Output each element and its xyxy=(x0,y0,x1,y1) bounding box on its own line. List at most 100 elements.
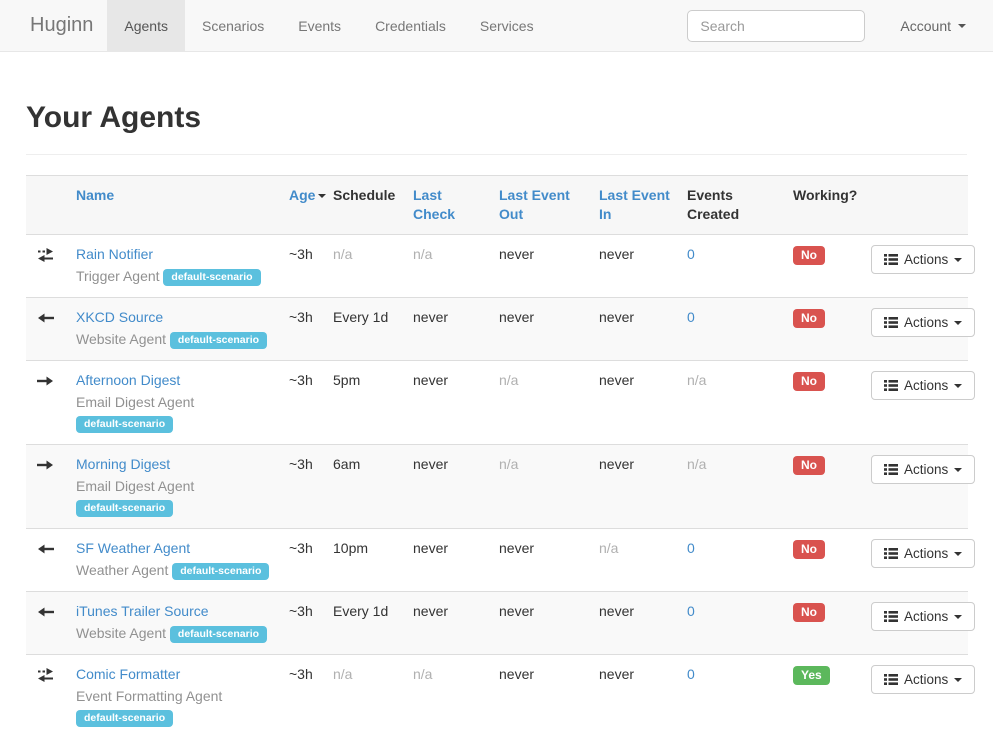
scenario-badge[interactable]: default-scenario xyxy=(163,269,260,286)
schedule-cell: 6am xyxy=(333,445,413,529)
actions-button-label: Actions xyxy=(904,546,948,561)
working-badge: No xyxy=(793,372,825,391)
scenario-badge[interactable]: default-scenario xyxy=(172,563,269,580)
working-badge: No xyxy=(793,456,825,475)
agent-table-row: Comic Formatter Event Formatting Agent d… xyxy=(26,655,968,738)
scenario-badge[interactable]: default-scenario xyxy=(170,626,267,643)
actions-button[interactable]: Actions xyxy=(871,539,975,568)
age-cell: ~3h xyxy=(289,235,333,298)
last-check-cell: n/a xyxy=(413,235,499,298)
age-cell: ~3h xyxy=(289,529,333,592)
actions-button[interactable]: Actions xyxy=(871,455,975,484)
account-label: Account xyxy=(900,18,951,34)
working-badge: Yes xyxy=(793,666,830,685)
column-header-events-created: Events Created xyxy=(687,176,793,235)
actions-cell: Actions xyxy=(871,529,968,592)
list-icon xyxy=(884,547,898,560)
sort-name-link[interactable]: Name xyxy=(76,187,114,203)
sort-last-event-in-link[interactable]: Last Event In xyxy=(599,187,670,222)
schedule-cell: n/a xyxy=(333,235,413,298)
column-header-name: Name xyxy=(76,176,289,235)
list-icon xyxy=(884,379,898,392)
caret-down-icon xyxy=(954,384,962,388)
actions-button-label: Actions xyxy=(904,252,948,267)
working-badge: No xyxy=(793,540,825,559)
nav-item-credentials[interactable]: Credentials xyxy=(358,0,463,51)
nav-item-scenarios[interactable]: Scenarios xyxy=(185,0,281,51)
age-cell: ~3h xyxy=(289,592,333,655)
actions-button-label: Actions xyxy=(904,315,948,330)
schedule-cell: 10pm xyxy=(333,529,413,592)
actions-button[interactable]: Actions xyxy=(871,245,975,274)
brand-link[interactable]: Huginn xyxy=(0,0,107,51)
search-input[interactable] xyxy=(687,10,865,42)
agent-name-link[interactable]: XKCD Source xyxy=(76,309,163,325)
sort-last-check-link[interactable]: Last Check xyxy=(413,187,455,222)
events-created-value[interactable]: 0 xyxy=(687,666,695,682)
navbar: Huginn Agents Scenarios Events Credentia… xyxy=(0,0,993,52)
events-created-value[interactable]: 0 xyxy=(687,540,695,556)
events-created-value[interactable]: 0 xyxy=(687,603,695,619)
nav-item-agents[interactable]: Agents xyxy=(107,0,185,51)
agent-name-link[interactable]: SF Weather Agent xyxy=(76,540,190,556)
list-icon xyxy=(884,673,898,686)
agent-type-label: Weather Agent xyxy=(76,562,168,578)
column-header-last-event-in: Last Event In xyxy=(599,176,687,235)
agent-type-label: Trigger Agent xyxy=(76,268,160,284)
page-title: Your Agents xyxy=(26,101,967,135)
schedule-cell: n/a xyxy=(333,655,413,738)
working-cell: No xyxy=(793,529,871,592)
actions-button-label: Actions xyxy=(904,378,948,393)
scenario-badge[interactable]: default-scenario xyxy=(76,416,173,433)
events-created-value[interactable]: 0 xyxy=(687,246,695,262)
account-dropdown[interactable]: Account xyxy=(900,18,993,34)
nav-item-services[interactable]: Services xyxy=(463,0,551,51)
scenario-badge[interactable]: default-scenario xyxy=(76,710,173,727)
last-event-in-cell: never xyxy=(599,361,687,445)
working-cell: No xyxy=(793,445,871,529)
actions-cell: Actions xyxy=(871,445,968,529)
last-event-out-cell: never xyxy=(499,529,599,592)
nav-item-events[interactable]: Events xyxy=(281,0,358,51)
column-header-last-event-out: Last Event Out xyxy=(499,176,599,235)
last-event-in-cell: never xyxy=(599,445,687,529)
last-event-out-cell: never xyxy=(499,298,599,361)
divider xyxy=(26,154,967,155)
last-event-in-cell: n/a xyxy=(599,529,687,592)
caret-down-icon xyxy=(958,24,966,28)
agent-name-link[interactable]: Afternoon Digest xyxy=(76,372,180,388)
agent-table-row: Morning Digest Email Digest Agent defaul… xyxy=(26,445,968,529)
events-created-cell: 0 xyxy=(687,235,793,298)
caret-down-icon xyxy=(954,258,962,262)
events-created-cell: 0 xyxy=(687,298,793,361)
working-cell: Yes xyxy=(793,655,871,738)
left-arrow-icon xyxy=(36,604,55,625)
table-header-row: Name Age Schedule Last Check Last Event … xyxy=(26,176,968,235)
events-created-cell: 0 xyxy=(687,529,793,592)
actions-button[interactable]: Actions xyxy=(871,602,975,631)
agent-name-link[interactable]: Comic Formatter xyxy=(76,666,180,682)
working-badge: No xyxy=(793,246,825,265)
actions-button[interactable]: Actions xyxy=(871,308,975,337)
agent-table-row: Afternoon Digest Email Digest Agent defa… xyxy=(26,361,968,445)
actions-button[interactable]: Actions xyxy=(871,371,975,400)
last-event-out-cell: n/a xyxy=(499,445,599,529)
working-cell: No xyxy=(793,361,871,445)
agent-name-link[interactable]: Rain Notifier xyxy=(76,246,153,262)
scenario-badge[interactable]: default-scenario xyxy=(170,332,267,349)
age-cell: ~3h xyxy=(289,445,333,529)
sort-age-link[interactable]: Age xyxy=(289,187,315,203)
scenario-badge[interactable]: default-scenario xyxy=(76,500,173,517)
agent-name-link[interactable]: Morning Digest xyxy=(76,456,170,472)
column-header-last-check: Last Check xyxy=(413,176,499,235)
sort-last-event-out-link[interactable]: Last Event Out xyxy=(499,187,570,222)
agent-type-label: Email Digest Agent xyxy=(76,478,194,494)
list-icon xyxy=(884,253,898,266)
actions-button[interactable]: Actions xyxy=(871,665,975,694)
last-check-cell: never xyxy=(413,361,499,445)
agent-name-link[interactable]: iTunes Trailer Source xyxy=(76,603,209,619)
agent-type-label: Website Agent xyxy=(76,331,166,347)
age-cell: ~3h xyxy=(289,655,333,738)
events-created-value[interactable]: 0 xyxy=(687,309,695,325)
events-created-cell: 0 xyxy=(687,592,793,655)
